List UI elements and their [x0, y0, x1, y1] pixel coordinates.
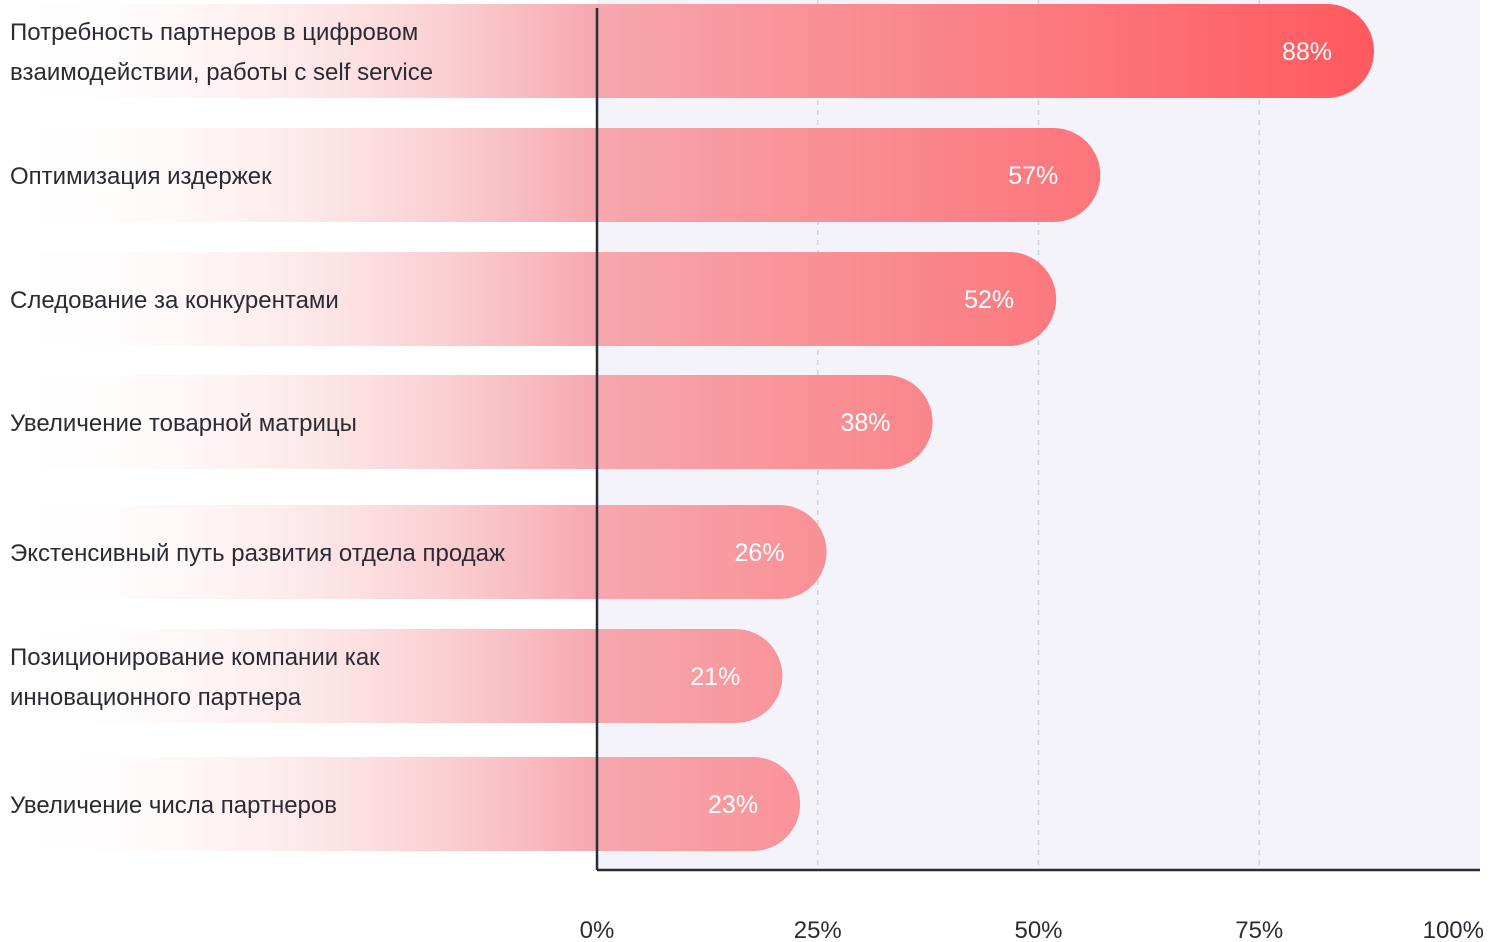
- x-tick-label-100: 100%: [1423, 917, 1484, 942]
- category-label-3: Следование за конкурентами: [10, 287, 339, 314]
- value-label-7: 23%: [708, 791, 758, 819]
- value-label-4: 38%: [840, 409, 890, 437]
- value-label-5: 26%: [735, 539, 785, 567]
- bar-5: [0, 505, 827, 599]
- bar-4: [0, 375, 933, 469]
- category-label-2: Оптимизация издержек: [10, 163, 272, 190]
- bar-1: [0, 4, 1375, 98]
- x-tick-label-75: 75%: [1235, 917, 1283, 942]
- category-label-4: Увеличение товарной матрицы: [10, 410, 357, 437]
- bars: Потребность партнеров в цифровом взаимоде…: [0, 4, 1375, 851]
- value-label-3: 52%: [964, 286, 1014, 314]
- category-label-6: Позиционирование компании как инновационн…: [10, 644, 380, 711]
- category-label-1: Потребность партнеров в цифровом взаимоде…: [10, 19, 433, 86]
- x-tick-labels: 0% 25% 50% 75% 100%: [580, 917, 1484, 942]
- category-label-7: Увеличение числа партнеров: [10, 792, 337, 819]
- x-tick-label-0: 0%: [580, 917, 615, 942]
- bar-7: [0, 757, 801, 851]
- bar-2: [0, 128, 1101, 222]
- category-label-5: Экстенсивный путь развития отдела продаж: [10, 540, 505, 567]
- axes: [595, 8, 1480, 872]
- value-label-6: 21%: [690, 663, 740, 691]
- value-label-1: 88%: [1282, 38, 1332, 66]
- x-tick-label-50: 50%: [1014, 917, 1062, 942]
- bar-3: [0, 252, 1057, 346]
- x-tick-label-25: 25%: [794, 917, 842, 942]
- bar-6: [0, 629, 783, 723]
- value-label-2: 57%: [1008, 162, 1058, 190]
